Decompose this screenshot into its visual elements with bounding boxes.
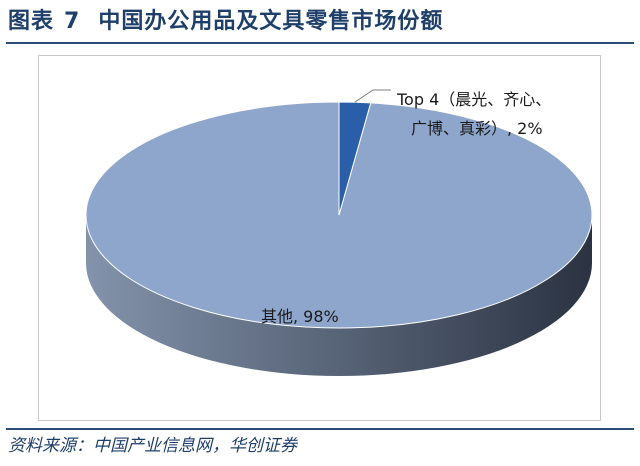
chart-frame: Top 4（晨光、齐心、 广博、真彩）, 2% 其他, 98% xyxy=(38,55,601,421)
others-label: 其他, 98% xyxy=(261,307,339,326)
figure-label: 图表 xyxy=(8,9,55,34)
pie-slice-top4 xyxy=(338,101,372,216)
top4-leader-line xyxy=(354,89,391,103)
source-rule xyxy=(6,428,634,430)
pie-chart: Top 4（晨光、齐心、 广博、真彩）, 2% 其他, 98% xyxy=(85,89,593,376)
top4-label-line2: 广博、真彩）, 2% xyxy=(411,119,543,138)
source-note: 资料来源：中国产业信息网，华创证券 xyxy=(8,436,297,456)
title-rule xyxy=(6,42,634,44)
top4-label-line1: Top 4（晨光、齐心、 xyxy=(396,90,551,109)
pie-side-wall xyxy=(86,215,592,376)
figure-number: 7 xyxy=(64,9,81,34)
figure-title: 图表 7 中国办公用品及文具零售市场份额 xyxy=(8,6,443,38)
figure-title-text: 中国办公用品及文具零售市场份额 xyxy=(98,9,444,34)
